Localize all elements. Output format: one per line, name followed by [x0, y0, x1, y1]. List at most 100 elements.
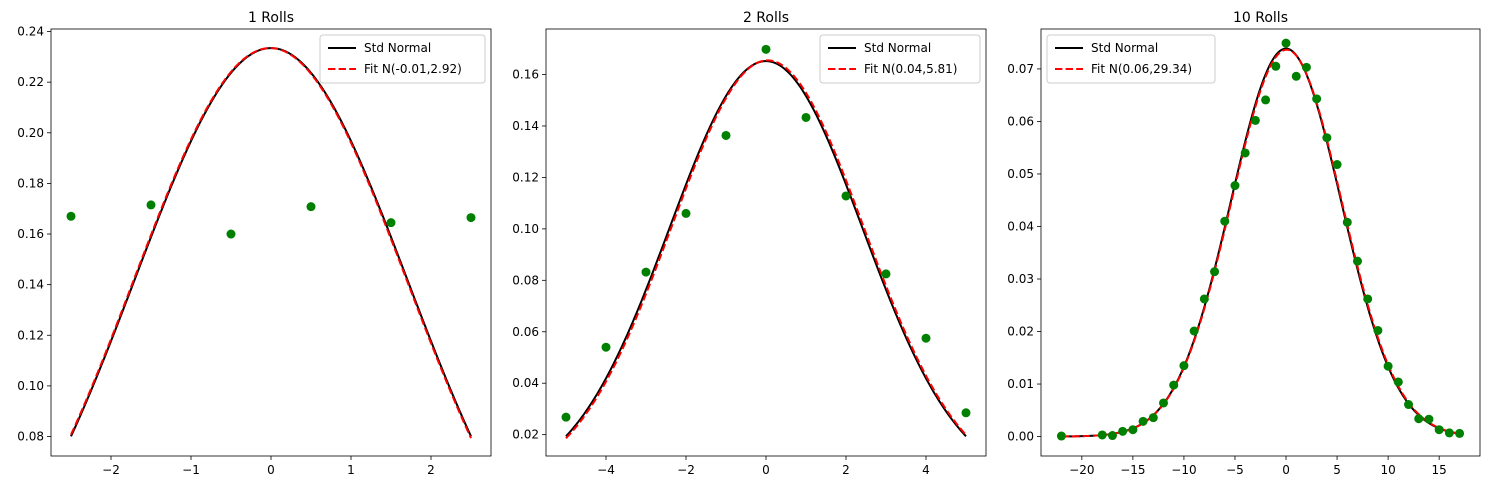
- x-tick-label: 2: [842, 463, 850, 477]
- axes-frame: [1040, 28, 1481, 457]
- data-point: [1138, 416, 1148, 426]
- data-point: [561, 412, 571, 422]
- legend-box: [319, 34, 486, 84]
- x-tick-label: −10: [1171, 463, 1196, 477]
- data-point: [1434, 425, 1444, 435]
- data-point: [1199, 294, 1209, 304]
- data-point: [1240, 148, 1250, 158]
- x-tick-label: 4: [922, 463, 930, 477]
- axes-frame: [545, 28, 987, 457]
- data-point: [1148, 413, 1158, 423]
- data-point: [641, 267, 651, 277]
- data-point: [226, 229, 236, 239]
- legend-label: Fit N(0.04,5.81): [864, 62, 957, 76]
- data-point: [1393, 377, 1403, 387]
- fit-normal-line: [1061, 48, 1460, 438]
- y-tick-label: 0.06: [1007, 114, 1034, 128]
- x-tick-label: −1: [182, 463, 200, 477]
- data-point: [1128, 425, 1138, 435]
- legend-box: [1046, 34, 1216, 84]
- data-point: [386, 218, 396, 228]
- subplot-1: 1 Rolls −2 −1 0 1 2 0.08 0.10 0.12 0.14 0.16 0.18 0.…: [17, 10, 492, 477]
- legend: Std Normal Fit N(0.06,29.34): [1046, 34, 1216, 84]
- data-point: [1210, 267, 1220, 277]
- x-tick-label: 1: [347, 463, 355, 477]
- data-point: [1352, 256, 1362, 266]
- y-tick-label: 0.04: [1007, 219, 1034, 233]
- legend-label: Std Normal: [864, 41, 931, 55]
- x-tick-label: −2: [102, 463, 120, 477]
- data-point: [1383, 361, 1393, 371]
- y-tick-label: 0.07: [1007, 62, 1034, 76]
- data-point: [1056, 431, 1066, 441]
- legend: Std Normal Fit N(-0.01,2.92): [319, 34, 486, 84]
- plot-area: [561, 44, 971, 439]
- legend-label: Fit N(0.06,29.34): [1091, 62, 1192, 76]
- y-tick-label: 0.10: [17, 379, 44, 393]
- std-normal-line: [565, 60, 967, 437]
- y-tick-label: 0.14: [17, 278, 44, 292]
- x-tick-label: 15: [1432, 463, 1447, 477]
- x-tick-label: −2: [677, 463, 695, 477]
- y-tick-label: 0.01: [1007, 377, 1034, 391]
- data-point: [801, 112, 811, 122]
- data-point: [1107, 431, 1117, 441]
- data-point: [1414, 414, 1424, 424]
- data-point: [721, 130, 731, 140]
- y-tick-label: 0.22: [17, 75, 44, 89]
- x-tick-label: −4: [597, 463, 615, 477]
- subplot-3: 10 Rolls −20 −15 −10 −5 0 5 10 15 0.00 0.01 0.02 0.0…: [1007, 10, 1481, 477]
- y-tick-label: 0.06: [512, 325, 539, 339]
- data-point: [1097, 430, 1107, 440]
- data-point: [66, 211, 76, 221]
- y-tick-label: 0.03: [1007, 272, 1034, 286]
- y-tick-label: 0.20: [17, 126, 44, 140]
- subplot-2: 2 Rolls −4 −2 0 2 4 0.02 0.04 0.06 0.08 0.10 0.12 0.…: [512, 10, 987, 477]
- y-tick-label: 0.14: [512, 119, 539, 133]
- legend: Std Normal Fit N(0.04,5.81): [819, 34, 981, 84]
- data-point: [1455, 428, 1465, 438]
- data-point: [1220, 216, 1230, 226]
- data-point: [1271, 61, 1281, 71]
- chart-title: 1 Rolls: [248, 10, 294, 26]
- plot-area: [66, 47, 476, 439]
- fit-normal-line: [70, 47, 472, 439]
- x-tick-label: −15: [1120, 463, 1145, 477]
- y-tick-label: 0.12: [512, 170, 539, 184]
- data-point: [1169, 380, 1179, 390]
- y-tick-label: 0.02: [512, 428, 539, 442]
- data-point: [306, 202, 316, 212]
- legend-label: Std Normal: [364, 41, 431, 55]
- x-tick-label: 10: [1380, 463, 1395, 477]
- x-tick-label: 0: [762, 463, 770, 477]
- data-point: [961, 408, 971, 418]
- plot-area: [1056, 38, 1465, 441]
- data-point: [1281, 38, 1291, 48]
- data-point: [1444, 428, 1454, 438]
- y-tick-label: 0.10: [512, 222, 539, 236]
- data-point: [881, 269, 891, 279]
- x-tick-label: −5: [1226, 463, 1244, 477]
- data-point: [681, 208, 691, 218]
- y-tick-label: 0.18: [17, 176, 44, 190]
- data-point: [1424, 414, 1434, 424]
- chart-title: 10 Rolls: [1233, 10, 1288, 26]
- y-tick-label: 0.02: [1007, 325, 1034, 339]
- data-point: [841, 191, 851, 201]
- y-tick-label: 0.12: [17, 328, 44, 342]
- y-tick-label: 0.04: [512, 376, 539, 390]
- data-point: [1118, 426, 1128, 436]
- data-point: [1179, 361, 1189, 371]
- data-point: [1189, 326, 1199, 336]
- x-tick-label: 2: [427, 463, 435, 477]
- x-tick-label: −20: [1069, 463, 1094, 477]
- legend-label: Std Normal: [1091, 41, 1158, 55]
- data-point: [1301, 62, 1311, 72]
- y-tick-label: 0.08: [512, 273, 539, 287]
- data-point: [1332, 160, 1342, 170]
- data-point: [466, 213, 476, 223]
- data-point: [601, 342, 611, 352]
- data-point: [1342, 217, 1352, 227]
- data-point: [146, 200, 156, 210]
